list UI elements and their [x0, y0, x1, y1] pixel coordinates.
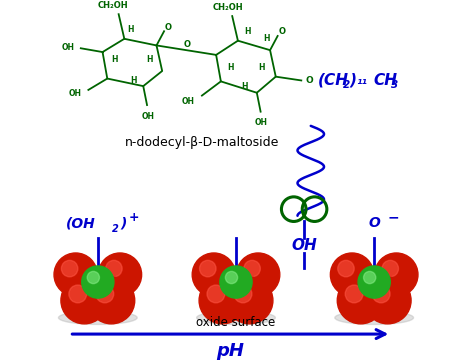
Circle shape: [69, 285, 87, 303]
Text: ): ): [350, 73, 356, 88]
Circle shape: [199, 277, 246, 324]
Text: −: −: [388, 210, 399, 224]
Circle shape: [337, 277, 384, 324]
Text: CH: CH: [373, 73, 397, 88]
Circle shape: [192, 253, 236, 296]
Circle shape: [207, 285, 225, 303]
Ellipse shape: [59, 311, 137, 324]
Text: 2: 2: [343, 80, 350, 90]
Text: O: O: [164, 23, 171, 32]
Text: OH: OH: [181, 97, 194, 106]
Text: n-dodecyl-β-D-maltoside: n-dodecyl-β-D-maltoside: [125, 136, 279, 149]
Circle shape: [338, 260, 354, 277]
Text: pH: pH: [216, 342, 244, 360]
Circle shape: [345, 285, 363, 303]
Text: OH: OH: [255, 118, 268, 127]
Circle shape: [244, 260, 261, 277]
Text: H: H: [127, 25, 133, 34]
Circle shape: [200, 260, 216, 277]
Circle shape: [61, 277, 108, 324]
Circle shape: [54, 253, 97, 296]
Circle shape: [372, 285, 390, 303]
Circle shape: [226, 271, 237, 284]
Text: H: H: [241, 82, 248, 91]
Circle shape: [358, 266, 390, 298]
FancyArrowPatch shape: [72, 330, 385, 338]
Circle shape: [330, 253, 374, 296]
Text: OH: OH: [291, 238, 317, 253]
Ellipse shape: [335, 311, 413, 324]
Text: H: H: [227, 63, 234, 72]
Text: CH₂OH: CH₂OH: [213, 3, 244, 12]
Text: OH: OH: [61, 43, 74, 52]
Text: O: O: [368, 216, 380, 230]
Circle shape: [87, 271, 100, 284]
Circle shape: [236, 253, 280, 296]
Text: ₁₁: ₁₁: [356, 74, 367, 87]
Text: OH: OH: [142, 112, 154, 121]
Text: H: H: [111, 55, 118, 64]
Text: OH: OH: [69, 89, 82, 98]
Circle shape: [234, 285, 252, 303]
Circle shape: [364, 277, 411, 324]
Circle shape: [363, 271, 376, 284]
Text: oxide surface: oxide surface: [196, 316, 276, 329]
Circle shape: [375, 253, 418, 296]
Text: (OH: (OH: [66, 216, 96, 230]
Circle shape: [106, 260, 122, 277]
Text: +: +: [129, 211, 140, 224]
Text: O: O: [305, 76, 313, 85]
Text: H: H: [263, 34, 270, 43]
Circle shape: [88, 277, 135, 324]
Circle shape: [61, 260, 78, 277]
Text: ): ): [120, 216, 127, 230]
Text: 2: 2: [112, 224, 118, 234]
Ellipse shape: [197, 311, 275, 324]
Circle shape: [220, 266, 252, 298]
Text: 3: 3: [391, 80, 398, 90]
Circle shape: [98, 253, 142, 296]
Text: H: H: [244, 27, 251, 36]
Text: O: O: [279, 27, 286, 36]
Text: O: O: [183, 40, 190, 49]
Text: H: H: [258, 63, 265, 72]
Circle shape: [82, 266, 114, 298]
Text: H: H: [131, 76, 137, 85]
Circle shape: [226, 277, 273, 324]
Circle shape: [382, 260, 398, 277]
Circle shape: [96, 285, 114, 303]
Text: H: H: [147, 55, 153, 64]
Text: (CH: (CH: [317, 73, 348, 88]
Text: CH₂OH: CH₂OH: [98, 1, 128, 10]
